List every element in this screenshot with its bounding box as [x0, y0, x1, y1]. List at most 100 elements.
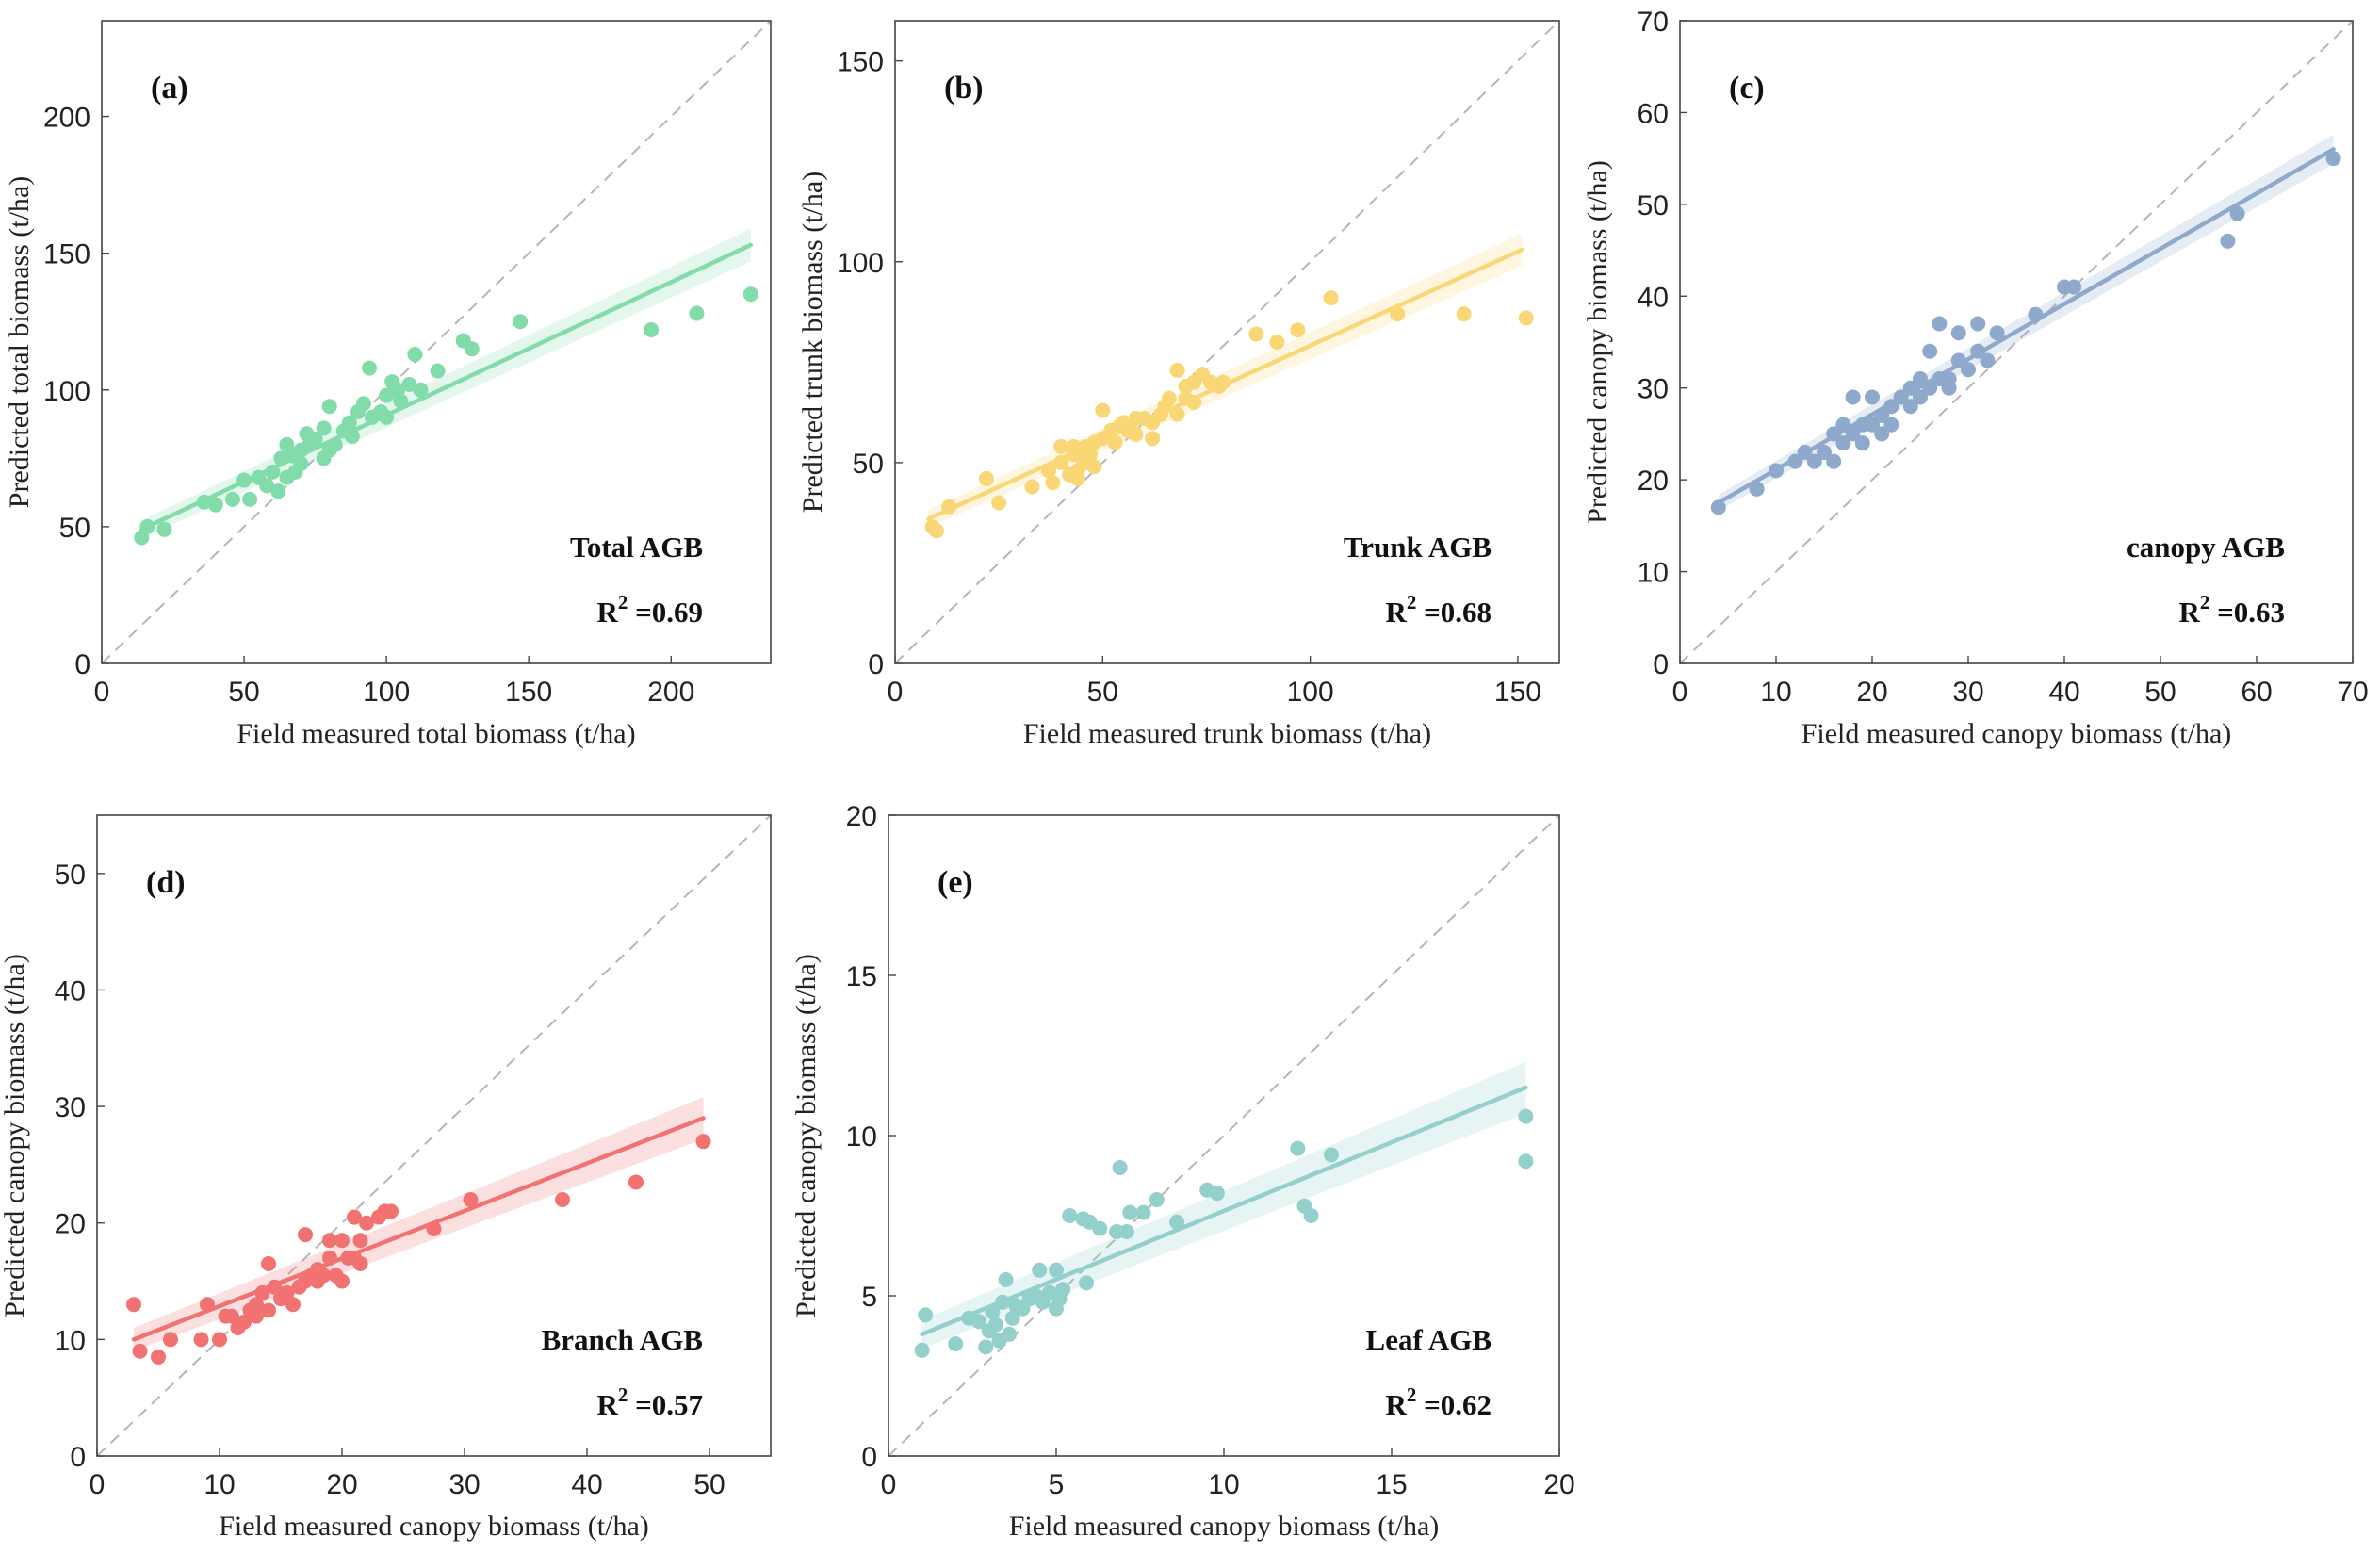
x-tick-label: 20	[1543, 1469, 1574, 1500]
data-point	[1817, 444, 1832, 460]
plot-frame-c	[1679, 20, 2354, 664]
data-point	[998, 1272, 1014, 1287]
data-point	[918, 1307, 934, 1323]
y-tick-label: 10	[1638, 558, 1669, 589]
x-tick-label: 0	[90, 1469, 106, 1500]
data-point	[1248, 326, 1264, 342]
data-point	[413, 382, 429, 398]
r2-superscript: 2	[618, 591, 628, 613]
data-point	[430, 363, 446, 379]
data-point	[316, 420, 332, 436]
data-point	[379, 387, 395, 403]
x-tick-label: 50	[1087, 677, 1118, 708]
x-tick-label: 100	[363, 677, 410, 708]
data-point	[1845, 389, 1861, 405]
identity-line-c	[1679, 20, 2354, 664]
data-point	[1269, 335, 1285, 350]
data-point	[1095, 402, 1111, 418]
x-axis-title: Field measured canopy biomass (t/ha)	[1009, 1511, 1440, 1542]
r2-label: R2 =0.68	[1385, 591, 1492, 629]
data-point	[463, 1192, 479, 1207]
data-point	[259, 478, 275, 494]
y-axis-title: Predicted canopy biomass (t/ha)	[791, 954, 822, 1317]
r2-superscript: 2	[1407, 591, 1417, 613]
panel-b: 0 50 100 150 0 50 100 150 Field measured trunk b…	[797, 20, 1560, 749]
identity-line-e	[888, 814, 1560, 1457]
data-point	[1518, 1153, 1534, 1170]
r2-value: =0.63	[2209, 596, 2285, 629]
data-point	[1961, 362, 1976, 378]
data-point	[163, 1332, 178, 1348]
data-point	[261, 1302, 276, 1318]
data-point	[1083, 447, 1099, 463]
x-tick-label: 40	[571, 1469, 602, 1500]
data-point	[513, 314, 529, 330]
x-axis-title: Field measured trunk biomass (t/ha)	[1023, 718, 1431, 749]
data-point	[334, 1233, 350, 1249]
data-point	[352, 1256, 368, 1271]
data-point	[1865, 389, 1880, 405]
data-point	[1902, 399, 1918, 415]
data-point	[1323, 1147, 1339, 1163]
data-point	[1128, 427, 1144, 443]
data-point	[1835, 435, 1851, 451]
x-tick-label: 15	[1376, 1469, 1407, 1500]
data-point	[1004, 1310, 1020, 1326]
data-point	[212, 1332, 227, 1348]
data-point	[914, 1342, 930, 1358]
x-tick-label: 0	[888, 677, 904, 708]
model-annotation: canopy AGB	[2127, 531, 2285, 564]
data-point	[1290, 1140, 1306, 1156]
data-point	[285, 1297, 301, 1313]
panel-tag: (d)	[146, 865, 186, 900]
fit-line-a	[139, 242, 754, 532]
plot-frame-b	[894, 20, 1560, 664]
data-point	[1941, 380, 1957, 396]
data-point	[695, 1134, 711, 1150]
y-tick-label: 0	[1653, 649, 1669, 680]
data-point	[1169, 406, 1185, 422]
data-point	[1913, 389, 1928, 405]
data-point	[1169, 362, 1185, 378]
x-tick-label: 5	[1049, 1469, 1065, 1500]
model-annotation: Trunk AGB	[1344, 531, 1492, 564]
x-tick-label: 70	[2337, 677, 2368, 708]
y-tick-label: 100	[837, 248, 884, 279]
data-point	[401, 376, 417, 392]
data-point	[1290, 322, 1306, 338]
data-point	[224, 491, 240, 507]
data-point	[352, 1233, 368, 1249]
panel-d: 0 10 20 30 40 50 0 10 20 30 40 50 Field measured can…	[0, 814, 772, 1542]
r2-value: =0.62	[1416, 1388, 1492, 1421]
r2-label: R2 =0.62	[1385, 1383, 1492, 1421]
data-point	[1145, 431, 1161, 447]
data-point	[1874, 426, 1890, 442]
data-point	[1079, 1275, 1095, 1291]
y-tick-label: 15	[846, 961, 877, 992]
data-point	[1161, 390, 1177, 406]
data-point	[464, 341, 480, 357]
data-point	[1045, 475, 1061, 491]
x-tick-label: 0	[1672, 677, 1688, 708]
y-axis-title: Predicted total biomass (t/ha)	[4, 176, 35, 508]
x-tick-label: 20	[1856, 677, 1887, 708]
data-point	[1049, 1262, 1064, 1278]
x-tick-label: 50	[2144, 677, 2176, 708]
x-tick-label: 10	[1760, 677, 1791, 708]
data-point	[1932, 316, 1948, 332]
data-point	[316, 1268, 332, 1284]
fit-line-e	[920, 1085, 1528, 1337]
x-tick-label: 0	[881, 1469, 897, 1500]
data-point	[1970, 316, 1986, 332]
data-point	[1107, 434, 1123, 450]
model-annotation: Leaf AGB	[1366, 1323, 1492, 1356]
data-point	[2229, 205, 2245, 221]
data-point	[1883, 417, 1899, 433]
data-point	[334, 1273, 350, 1289]
data-point	[1390, 306, 1406, 322]
x-tick-label: 150	[1494, 677, 1541, 708]
data-point	[321, 399, 337, 415]
panel-e: 0 5 10 15 20 0 5 10 15 20 Field measured canopy bi…	[791, 801, 1575, 1542]
data-point	[1122, 1204, 1138, 1220]
data-point	[2220, 233, 2236, 249]
